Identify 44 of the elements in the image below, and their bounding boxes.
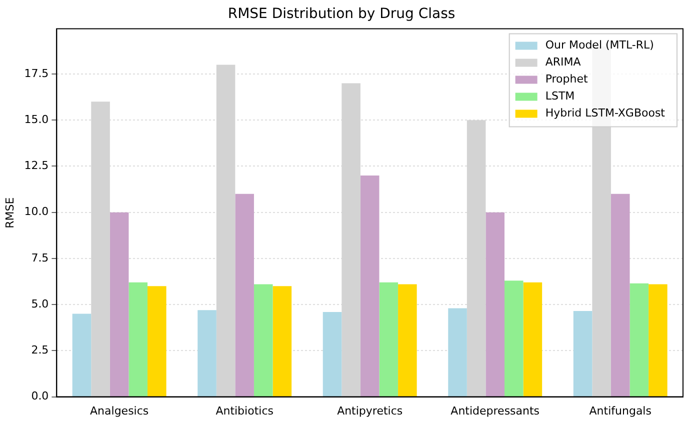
legend-label: Prophet [545, 72, 588, 86]
bar [342, 83, 360, 396]
bar [322, 312, 342, 396]
bar [128, 282, 148, 396]
y-tick-label: 7.5 [31, 251, 49, 264]
bar [360, 175, 380, 396]
bar [91, 102, 110, 396]
y-tick-label: 15.0 [24, 112, 49, 126]
y-tick-label: 10.0 [24, 205, 49, 218]
bar [523, 282, 542, 396]
y-tick-label: 2.5 [31, 344, 49, 357]
bar [504, 280, 524, 396]
bar [630, 283, 649, 396]
bar [573, 311, 592, 396]
bar [148, 286, 166, 396]
legend-label: LSTM [545, 90, 575, 103]
bar [110, 212, 129, 396]
bar [379, 282, 398, 396]
bar [235, 194, 254, 396]
x-tick-label: Antifungals [589, 404, 652, 418]
bar [216, 64, 236, 396]
y-tick-label: 12.5 [24, 159, 49, 172]
bar [72, 314, 92, 396]
x-tick-label: Antibiotics [216, 404, 274, 418]
legend-label: Hybrid LSTM-XGBoost [545, 106, 666, 120]
y-tick-label: 17.5 [24, 66, 49, 80]
legend-label: Our Model (MTL-RL) [545, 38, 654, 52]
chart-title: RMSE Distribution by Drug Class [228, 6, 456, 22]
bar [648, 284, 668, 396]
x-tick-label: Analgesics [90, 404, 149, 418]
y-tick-label: 0.0 [31, 390, 49, 403]
bar [398, 284, 417, 396]
bar [486, 212, 505, 396]
bar [610, 194, 630, 396]
bar [448, 308, 467, 396]
y-axis-title: RMSE [3, 197, 16, 228]
legend-label: ARIMA [545, 56, 582, 69]
bar [272, 286, 292, 396]
y-tick-label: 5.0 [31, 297, 49, 310]
x-tick-label: Antidepressants [450, 404, 540, 418]
x-tick-label: Antipyretics [337, 404, 403, 418]
bar [198, 310, 216, 396]
bar [466, 120, 486, 396]
bar [254, 284, 273, 396]
